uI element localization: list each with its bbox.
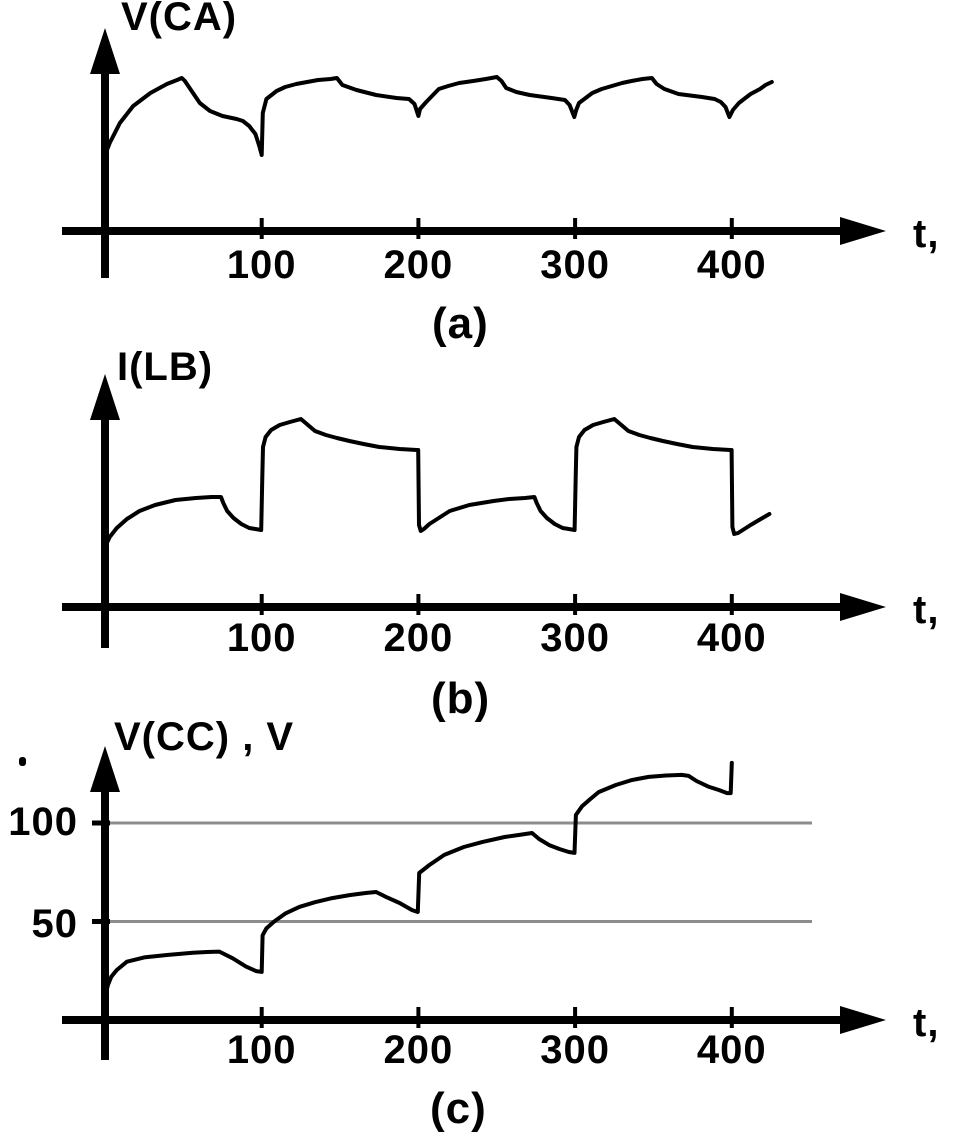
x-axis-arrowhead-b <box>840 593 886 621</box>
panel-c-x-axis-label: t, <box>913 1001 940 1045</box>
y-axis-arrowhead-b <box>90 374 120 420</box>
panel-a-x-axis-label: t, <box>913 212 940 256</box>
x-tick-label-a-400: 400 <box>696 243 767 287</box>
x-tick-label-b-100: 100 <box>226 616 297 660</box>
x-tick-label-c-400: 400 <box>696 1028 767 1072</box>
panel-a-caption: (a) <box>432 299 489 348</box>
waveform-c <box>103 760 734 999</box>
panel-c-y-axis-label: V(CC) , V <box>114 715 295 759</box>
panel-a-y-axis-label: V(CA) <box>121 0 238 39</box>
x-tick-label-a-300: 300 <box>540 243 610 287</box>
x-axis-arrowhead-c <box>840 1006 886 1034</box>
panel-b-y-axis-label: I(LB) <box>117 345 214 389</box>
panel-b-caption: (b) <box>431 674 491 723</box>
waveform-b <box>103 417 772 549</box>
x-axis-arrowhead-a <box>840 217 886 245</box>
stray-ink-dot <box>19 757 26 766</box>
x-tick-label-a-200: 200 <box>383 243 454 287</box>
panel-c-caption: (c) <box>430 1084 487 1133</box>
x-tick-label-c-200: 200 <box>383 1028 454 1072</box>
x-tick-label-c-100: 100 <box>226 1028 297 1072</box>
waveform-a <box>103 75 774 157</box>
x-tick-label-c-300: 300 <box>540 1028 610 1072</box>
x-tick-label-b-400: 400 <box>696 616 767 660</box>
panel-c-ytick-label-100: 100 <box>8 800 78 844</box>
x-tick-label-b-200: 200 <box>383 616 454 660</box>
y-axis-arrowhead-a <box>90 28 120 74</box>
x-tick-label-a-100: 100 <box>226 243 297 287</box>
panel-b-x-axis-label: t, <box>913 588 940 632</box>
y-axis-arrowhead-c <box>90 746 120 792</box>
panel-c-ytick-label-50: 50 <box>31 902 78 946</box>
x-tick-label-b-300: 300 <box>540 616 610 660</box>
